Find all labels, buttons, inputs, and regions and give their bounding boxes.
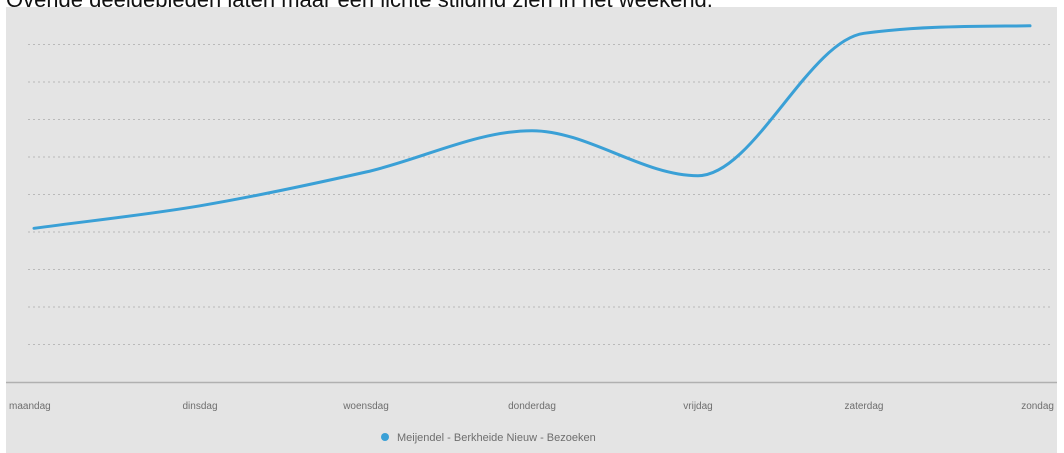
x-tick-label: donderdag (508, 401, 556, 412)
x-tick-label: maandag (9, 401, 51, 412)
legend-marker[interactable] (381, 433, 389, 441)
x-tick-label: dinsdag (182, 401, 217, 412)
x-tick-label: zondag (1021, 401, 1054, 412)
legend-label[interactable]: Meijendel - Berkheide Nieuw - Bezoeken (397, 432, 596, 444)
line-chart: maandag dinsdag woensdag donderdag vrijdag za… (6, 24, 1057, 444)
series-line (32, 24, 1032, 230)
x-tick-label: zaterdag (845, 401, 884, 412)
x-tick-label: woensdag (342, 401, 389, 412)
gridlines (28, 44, 1053, 345)
legend[interactable]: Meijendel - Berkheide Nieuw - Bezoeken (381, 432, 596, 444)
x-tick-labels: maandag dinsdag woensdag donderdag vrijdag za… (9, 401, 1054, 412)
chart-panel: maandag dinsdag woensdag donderdag vrijdag za… (6, 7, 1057, 453)
x-tick-label: vrijdag (683, 401, 712, 412)
